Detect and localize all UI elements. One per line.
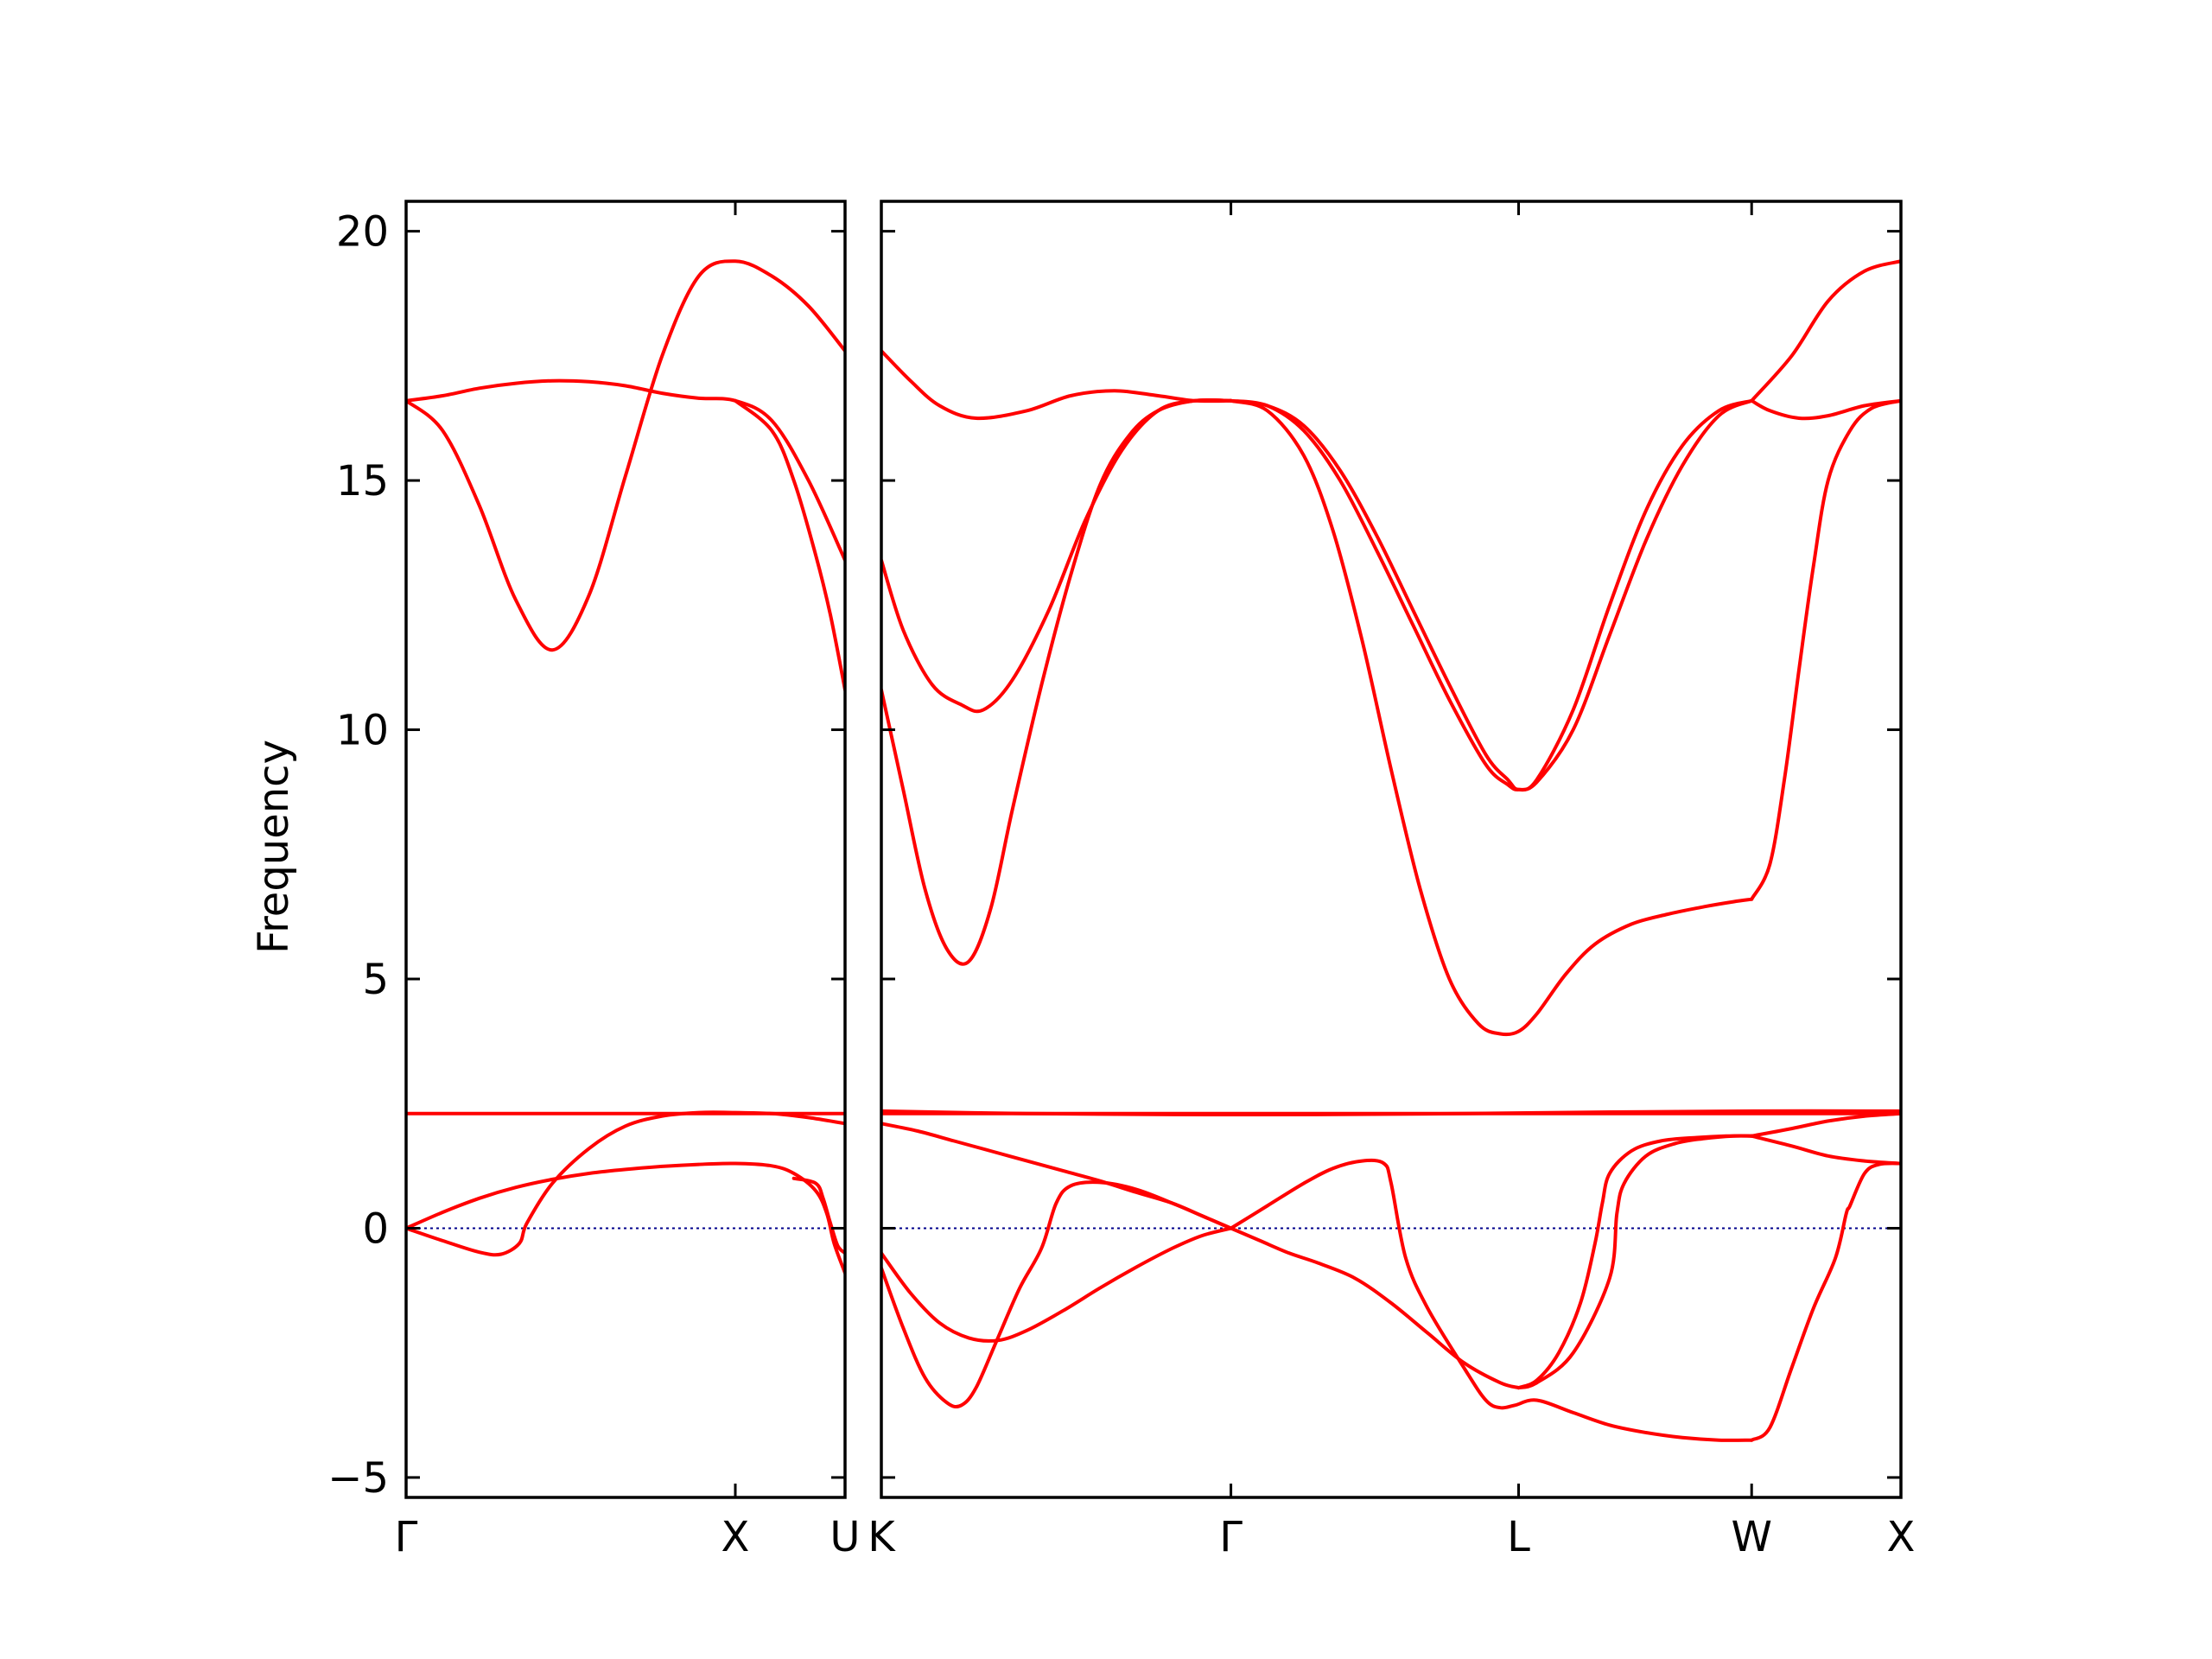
band-line-panel-2-4 (1229, 398, 1754, 791)
y-tick-label: 10 (336, 707, 389, 755)
band-line-panel-1-3 (734, 398, 845, 692)
band-line-panel-2-13 (881, 1180, 1233, 1409)
plot-content (406, 259, 1901, 1442)
band-line-panel-1-1 (406, 378, 845, 563)
band-line-panel-2-18 (1750, 1161, 1901, 1442)
x-tick-label: Γ (1219, 1513, 1243, 1561)
band-line-panel-2-8 (1750, 259, 1901, 403)
band-line-panel-2-17 (1516, 1134, 1754, 1390)
x-tick-label: W (1731, 1513, 1771, 1561)
band-line-panel-2-16 (1516, 1134, 1754, 1390)
y-tick-label: 5 (362, 956, 389, 1004)
plot-frames (404, 200, 1903, 1499)
axis-ticks (404, 201, 1903, 1497)
x-tick-label: L (1507, 1513, 1530, 1561)
band-line-panel-1-5 (406, 1110, 845, 1257)
y-tick-label: 20 (336, 208, 389, 257)
y-tick-label: 15 (336, 457, 389, 505)
x-tick-label: X (721, 1513, 750, 1561)
panel-1-plot-area (406, 259, 845, 1275)
x-tick-label: K (868, 1513, 896, 1561)
band-line-panel-1-7 (791, 1176, 845, 1255)
y-tick-label: −5 (327, 1454, 389, 1503)
band-line-panel-2-11 (881, 1109, 1901, 1117)
band-line-panel-2-6 (1229, 398, 1754, 1037)
y-tick-label: 0 (362, 1205, 389, 1253)
x-tick-label: X (1887, 1513, 1916, 1561)
band-line-panel-2-3 (881, 397, 1233, 966)
band-line-panel-2-15 (1229, 1158, 1754, 1442)
panel-1-frame (404, 200, 847, 1499)
band-line-panel-2-19 (1750, 1134, 1901, 1166)
band-line-panel-2-20 (1750, 1111, 1901, 1138)
y-axis-label: Frequency (250, 740, 298, 954)
band-line-panel-2-1 (881, 349, 1233, 421)
tick-labels: Γ X U K Γ L W X −5 0 5 10 15 20 (327, 208, 1915, 1561)
band-line-panel-2-7 (1750, 398, 1901, 421)
panel-2-frame (880, 200, 1903, 1499)
band-line-panel-2-5 (1229, 398, 1754, 792)
band-line-panel-2-9 (1750, 398, 1901, 901)
band-line-panel-1-6 (406, 1161, 845, 1275)
x-tick-label: U (830, 1513, 860, 1561)
panel-2-plot-area (881, 259, 1901, 1442)
x-tick-label: Γ (395, 1513, 418, 1561)
band-line-panel-2-14 (881, 1226, 1233, 1343)
band-line-panel-1-2 (406, 259, 845, 652)
